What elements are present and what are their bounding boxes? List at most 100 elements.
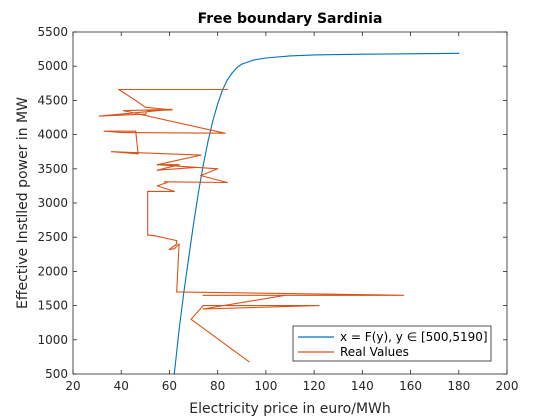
- real-values-point: [200, 175, 202, 177]
- x-axis-label: Electricity price in euro/MWh: [189, 401, 391, 417]
- fitted-curve-point: [197, 192, 199, 194]
- real-values-point: [166, 181, 168, 184]
- fitted-curve-point: [313, 54, 315, 56]
- fitted-curve-point: [289, 55, 291, 57]
- real-values-point: [120, 113, 122, 115]
- fitted-curve-line: [173, 52, 459, 375]
- real-values-point: [123, 110, 125, 112]
- real-values-point: [176, 243, 178, 245]
- real-values-point: [111, 151, 113, 153]
- y-tick-label: 5500: [37, 25, 68, 39]
- y-tick-label: 4500: [37, 93, 68, 107]
- legend-label-real: Real Values: [340, 345, 409, 359]
- y-tick-label: 5000: [37, 59, 68, 73]
- real-values-point: [402, 294, 404, 296]
- real-values-point: [144, 113, 146, 115]
- legend: x = F(y), y ∈ [500,5190] Real Values: [292, 325, 492, 362]
- real-values-point: [156, 185, 158, 187]
- real-values-point: [147, 110, 149, 112]
- x-tick-label: 100: [254, 379, 277, 393]
- real-values-point: [137, 153, 139, 155]
- real-values-point: [195, 166, 197, 168]
- real-values-point: [173, 248, 175, 250]
- real-values-point: [176, 240, 178, 242]
- fitted-curve-point: [361, 53, 363, 55]
- fitted-curve-point: [207, 140, 209, 142]
- fitted-curve-point: [178, 328, 180, 331]
- fitted-curve-point: [241, 63, 243, 65]
- real-values-point: [226, 181, 228, 184]
- fitted-curve-point: [410, 53, 412, 55]
- fitted-curve-point: [253, 59, 255, 61]
- real-values-point: [156, 164, 158, 166]
- x-tick-label: 180: [447, 379, 470, 393]
- real-values-point: [224, 132, 226, 134]
- real-values-point: [190, 318, 192, 320]
- fitted-curve-point: [188, 257, 190, 259]
- fitted-curve-point: [231, 72, 233, 74]
- y-tick-label: 1500: [37, 299, 68, 313]
- real-values-point: [202, 294, 204, 296]
- real-values-point: [202, 308, 204, 310]
- real-values-line: [98, 88, 404, 363]
- legend-box: [292, 325, 492, 362]
- x-tick-label: 60: [162, 379, 177, 393]
- x-tick-label: 120: [303, 379, 326, 393]
- real-values-point: [120, 131, 122, 134]
- x-tick-label: 200: [496, 379, 519, 393]
- real-values-point: [217, 168, 219, 170]
- y-tick-label: 3500: [37, 162, 68, 176]
- y-tick-label: 3000: [37, 196, 68, 210]
- y-axis-ticks: 500 1000 1500 2000 2500 3000 3500 4000 4500 5000 5…: [37, 25, 507, 381]
- y-tick-label: 4000: [37, 128, 68, 142]
- y-tick-label: 2500: [37, 230, 68, 244]
- fitted-curve-point: [458, 52, 460, 54]
- real-values-point: [156, 169, 158, 171]
- fitted-curve-point: [202, 164, 204, 166]
- plot-area: [73, 32, 507, 374]
- chart-title: Free boundary Sardinia: [198, 11, 383, 27]
- y-tick-label: 1000: [37, 333, 68, 347]
- real-values-point: [226, 88, 228, 91]
- real-values-point: [147, 190, 149, 192]
- real-values-point: [178, 164, 180, 166]
- x-tick-label: 160: [399, 379, 422, 393]
- y-tick-label: 500: [45, 367, 68, 381]
- real-values-point: [127, 114, 130, 116]
- series-layer: [98, 52, 460, 375]
- real-values-point: [248, 361, 250, 363]
- real-values-point: [118, 88, 120, 91]
- real-values-point: [164, 181, 166, 183]
- fitted-curve-point: [193, 222, 195, 225]
- real-values-point: [173, 190, 175, 192]
- x-tick-label: 140: [351, 379, 374, 393]
- fitted-curve-point: [236, 67, 238, 69]
- x-tick-label: 80: [210, 379, 225, 393]
- real-values-point: [135, 99, 137, 101]
- fitted-curve-point: [217, 103, 219, 105]
- real-values-point: [176, 291, 178, 293]
- x-tick-label: 40: [114, 379, 129, 393]
- real-values-point: [144, 106, 146, 108]
- x-axis-ticks: 20 40 60 80 100 120 140 160 180 200: [65, 32, 518, 393]
- real-values-point: [103, 130, 105, 132]
- y-tick-label: 2000: [37, 264, 68, 278]
- real-values-point: [318, 305, 320, 307]
- real-values-point: [168, 248, 170, 251]
- x-tick-label: 20: [65, 379, 80, 393]
- real-values-point: [200, 154, 202, 156]
- real-values-point: [178, 243, 180, 245]
- real-values-point: [171, 109, 173, 111]
- y-axis-label: Effective Instlled power in MW: [15, 97, 31, 309]
- fitted-curve-point: [212, 120, 214, 122]
- fitted-curve-point: [265, 57, 267, 59]
- real-values-point: [147, 234, 149, 236]
- fitted-curve-point: [226, 79, 228, 81]
- real-values-point: [284, 294, 286, 296]
- real-values-point: [135, 130, 137, 132]
- real-values-point: [98, 115, 101, 117]
- real-values-point: [154, 235, 156, 237]
- legend-label-fit: x = F(y), y ∈ [500,5190]: [340, 330, 488, 344]
